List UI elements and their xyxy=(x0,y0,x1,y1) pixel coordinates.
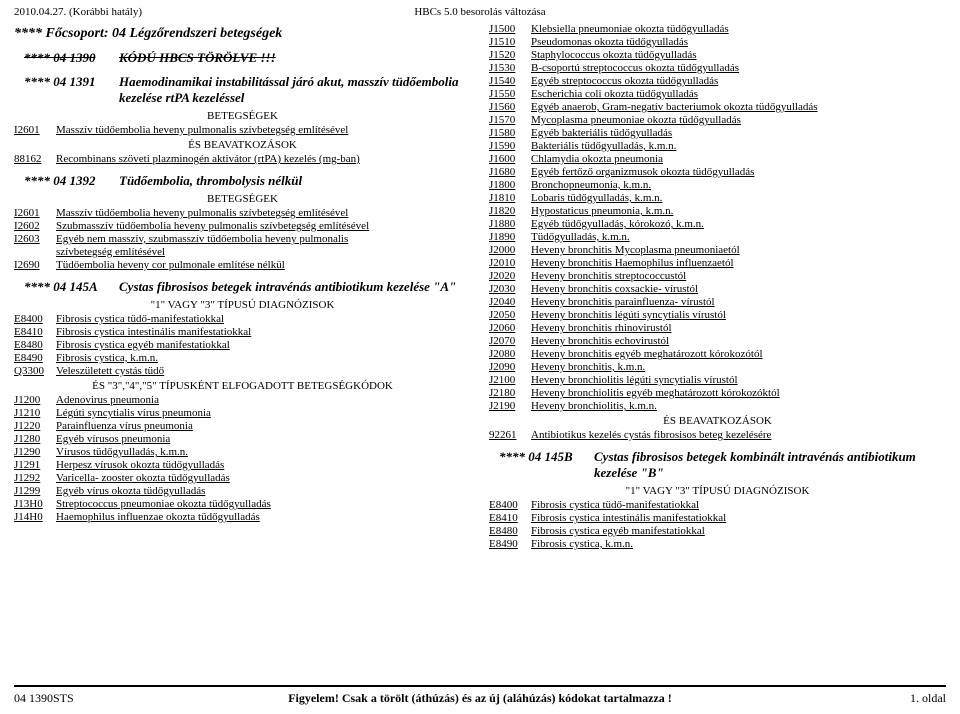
section-betegsegek-1: BETEGSÉGEK xyxy=(14,110,471,122)
block-1392-label: **** 04 1392 xyxy=(14,173,119,189)
rows-145b: E8400Fibrosis cystica tüdő-manifestatiok… xyxy=(489,499,946,550)
sub-diag-3: "1" VAGY "3" TÍPUSÚ DIAGNÓZISOK xyxy=(489,485,946,497)
table-row: J1550Escherichia coli okozta tüdőgyullad… xyxy=(489,88,946,100)
rows-145a-1: E8400Fibrosis cystica tüdő-manifestatiok… xyxy=(14,313,471,377)
section-beavat-2: ÉS BEAVATKOZÁSOK xyxy=(489,415,946,427)
sub-diag-1: "1" VAGY "3" TÍPUSÚ DIAGNÓZISOK xyxy=(14,299,471,311)
table-row: J1510Pseudomonas okozta tüdőgyulladás xyxy=(489,36,946,48)
table-row: J14H0Haemophilus influenzae okozta tüdőg… xyxy=(14,511,471,523)
table-row: J2010Heveny bronchitis Haemophilus influ… xyxy=(489,257,946,269)
table-row: J1200Adenovirus pneumonia xyxy=(14,394,471,406)
table-row: J2100Heveny bronchiolitis légúti syncyti… xyxy=(489,374,946,386)
row-i2603: I2603Egyéb nem masszív, szubmasszív tüdő… xyxy=(14,233,471,245)
block-1391-label: **** 04 1391 xyxy=(14,74,119,106)
block-145b-label: **** 04 145B xyxy=(489,449,594,481)
table-row: Q3300Veleszületett cystás tüdő xyxy=(14,365,471,377)
table-row: J1500Klebsiella pneumoniae okozta tüdőgy… xyxy=(489,23,946,35)
block-145a-label: **** 04 145A xyxy=(14,279,119,295)
table-row: J2060Heveny bronchitis rhinovirustól xyxy=(489,322,946,334)
right-column: J1500Klebsiella pneumoniae okozta tüdőgy… xyxy=(489,22,946,551)
row-92261: 92261 Antibiotikus kezelés cystás fibros… xyxy=(489,429,946,441)
table-row: J1570Mycoplasma pneumoniae okozta tüdőgy… xyxy=(489,114,946,126)
table-row: J1520Staphylococcus okozta tüdőgyulladás xyxy=(489,49,946,61)
table-row: J1220Parainfluenza vírus pneumonia xyxy=(14,420,471,432)
block-1390: **** 04 1390 KÓDÚ HBCS TÖRÖLVE !!! xyxy=(14,50,471,66)
row-i2601-b: I2601Masszív tüdőembolia heveny pulmonal… xyxy=(14,207,471,219)
table-row: J1560Egyéb anaerob, Gram-negatív bacteri… xyxy=(489,101,946,113)
table-row: J1880Egyéb tüdőgyulladás, kórokozó, k.m.… xyxy=(489,218,946,230)
table-row: J1890Tüdőgyulladás, k.m.n. xyxy=(489,231,946,243)
table-row: E8480Fibrosis cystica egyéb manifestatio… xyxy=(489,525,946,537)
block-145a-title: Cystas fibrosisos betegek intravénás ant… xyxy=(119,279,471,295)
rows-145a-2: J1200Adenovirus pneumoniaJ1210Légúti syn… xyxy=(14,394,471,523)
table-row: J2080Heveny bronchitis egyéb meghatározo… xyxy=(489,348,946,360)
main-group-title: **** Főcsoport: 04 Légzőrendszeri betegs… xyxy=(14,26,471,42)
block-1390-label: **** 04 1390 xyxy=(14,50,119,66)
table-row: E8480Fibrosis cystica egyéb manifestatio… xyxy=(14,339,471,351)
table-row: J1810Lobaris tüdőgyulladás, k.m.n. xyxy=(489,192,946,204)
table-row: J1800Bronchopneumonia, k.m.n. xyxy=(489,179,946,191)
table-row: J1680Egyéb fertőző organizmusok okozta t… xyxy=(489,166,946,178)
table-row: E8400Fibrosis cystica tüdő-manifestatiok… xyxy=(14,313,471,325)
block-1391-title: Haemodinamikai instabilitással járó akut… xyxy=(119,74,471,106)
table-row: J2180Heveny bronchiolitis egyéb meghatár… xyxy=(489,387,946,399)
footer-right: 1. oldal xyxy=(910,691,946,706)
block-1392-title: Tüdőembolia, thrombolysis nélkül xyxy=(119,173,471,189)
row-i2690: I2690Tüdőembolia heveny cor pulmonale em… xyxy=(14,259,471,271)
row-i2601-a: I2601 Masszív tüdőembolia heveny pulmona… xyxy=(14,124,471,136)
sub-diag-2: ÉS "3","4","5" TÍPUSKÉNT ELFOGADOTT BETE… xyxy=(14,380,471,392)
table-row: J2040Heveny bronchitis parainfluenza- ví… xyxy=(489,296,946,308)
footer-center: Figyelem! Csak a törölt (áthúzás) és az … xyxy=(288,691,672,706)
page-header: 2010.04.27. (Korábbi hatály) HBCs 5.0 be… xyxy=(14,6,946,18)
left-column: **** Főcsoport: 04 Légzőrendszeri betegs… xyxy=(14,22,471,551)
table-row: J1580Egyéb bakteriális tüdőgyulladás xyxy=(489,127,946,139)
table-row: J2050Heveny bronchitis légúti syncytiali… xyxy=(489,309,946,321)
row-i2602: I2602Szubmasszív tüdőembolia heveny pulm… xyxy=(14,220,471,232)
table-row: J2020Heveny bronchitis streptococcustól xyxy=(489,270,946,282)
block-1391: **** 04 1391 Haemodinamikai instabilitás… xyxy=(14,74,471,106)
table-row: J2190Heveny bronchiolitis, k.m.n. xyxy=(489,400,946,412)
block-145b-title: Cystas fibrosisos betegek kombinált intr… xyxy=(594,449,946,481)
table-row: J1210Légúti syncytialis vírus pneumonia xyxy=(14,407,471,419)
block-145b: **** 04 145B Cystas fibrosisos betegek k… xyxy=(489,449,946,481)
table-row: J1280Egyéb vírusos pneumonia xyxy=(14,433,471,445)
block-1390-title: KÓDÚ HBCS TÖRÖLVE !!! xyxy=(119,50,471,66)
row-88162: 88162 Recombinans szöveti plazminogén ak… xyxy=(14,153,471,165)
table-row: J1299Egyéb vírus okozta tüdőgyulladás xyxy=(14,485,471,497)
table-row: E8490Fibrosis cystica, k.m.n. xyxy=(14,352,471,364)
table-row: J2090Heveny bronchitis, k.m.n. xyxy=(489,361,946,373)
table-row: E8400Fibrosis cystica tüdő-manifestatiok… xyxy=(489,499,946,511)
content-columns: **** Főcsoport: 04 Légzőrendszeri betegs… xyxy=(14,22,946,551)
page-footer: 04 1390STS Figyelem! Csak a törölt (áthú… xyxy=(14,685,946,706)
header-title: HBCs 5.0 besorolás változása xyxy=(414,6,545,18)
table-row: E8410Fibrosis cystica intestinális manif… xyxy=(14,326,471,338)
table-row: J2030Heveny bronchitis coxsackie- vírust… xyxy=(489,283,946,295)
table-row: E8490Fibrosis cystica, k.m.n. xyxy=(489,538,946,550)
table-row: J1820Hypostaticus pneumonia, k.m.n. xyxy=(489,205,946,217)
table-row: J1291Herpesz vírusok okozta tüdőgyulladá… xyxy=(14,459,471,471)
table-row: J1540Egyéb streptococcus okozta tüdőgyul… xyxy=(489,75,946,87)
table-row: J1590Bakteriális tüdőgyulladás, k.m.n. xyxy=(489,140,946,152)
table-row: J13H0Streptococcus pneumoniae okozta tüd… xyxy=(14,498,471,510)
table-row: J1290Vírusos tüdőgyulladás, k.m.n. xyxy=(14,446,471,458)
section-betegsegek-2: BETEGSÉGEK xyxy=(14,193,471,205)
table-row: J1600Chlamydia okozta pneumonia xyxy=(489,153,946,165)
row-i2603-cont: szívbetegség említésével xyxy=(14,246,471,258)
header-date: 2010.04.27. (Korábbi hatály) xyxy=(14,6,142,18)
table-row: J2070Heveny bronchitis echovirustól xyxy=(489,335,946,347)
block-145a: **** 04 145A Cystas fibrosisos betegek i… xyxy=(14,279,471,295)
table-row: J2000Heveny bronchitis Mycoplasma pneumo… xyxy=(489,244,946,256)
table-row: J1292Varicella- zooster okozta tüdőgyull… xyxy=(14,472,471,484)
table-row: E8410Fibrosis cystica intestinális manif… xyxy=(489,512,946,524)
block-1392: **** 04 1392 Tüdőembolia, thrombolysis n… xyxy=(14,173,471,189)
footer-left: 04 1390STS xyxy=(14,691,74,706)
rows-right-1: J1500Klebsiella pneumoniae okozta tüdőgy… xyxy=(489,23,946,412)
table-row: J1530B-csoportú streptococcus okozta tüd… xyxy=(489,62,946,74)
section-beavat-1: ÉS BEAVATKOZÁSOK xyxy=(14,139,471,151)
